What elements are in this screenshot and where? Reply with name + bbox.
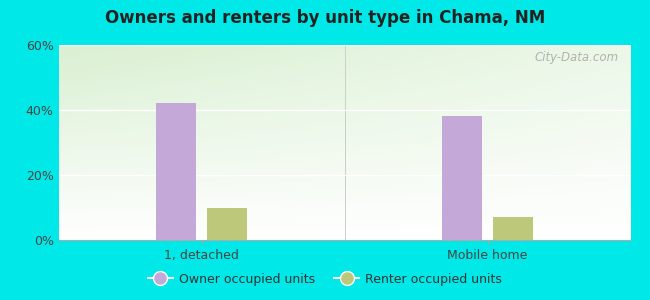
Text: City-Data.com: City-Data.com [535,51,619,64]
Text: Owners and renters by unit type in Chama, NM: Owners and renters by unit type in Chama… [105,9,545,27]
Bar [442,116,482,240]
Bar [156,103,196,240]
Bar [493,217,533,240]
Legend: Owner occupied units, Renter occupied units: Owner occupied units, Renter occupied un… [143,268,507,291]
Bar [207,208,247,240]
